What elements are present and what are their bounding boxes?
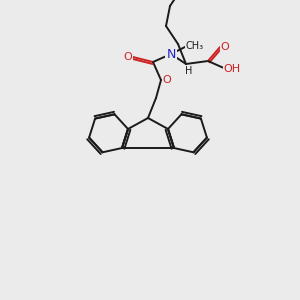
Text: O: O — [124, 52, 132, 62]
Text: O: O — [163, 75, 171, 85]
Text: O: O — [220, 42, 230, 52]
Text: H: H — [185, 66, 193, 76]
Text: OH: OH — [224, 64, 241, 74]
Text: N: N — [166, 47, 176, 61]
Text: CH₃: CH₃ — [186, 41, 204, 51]
